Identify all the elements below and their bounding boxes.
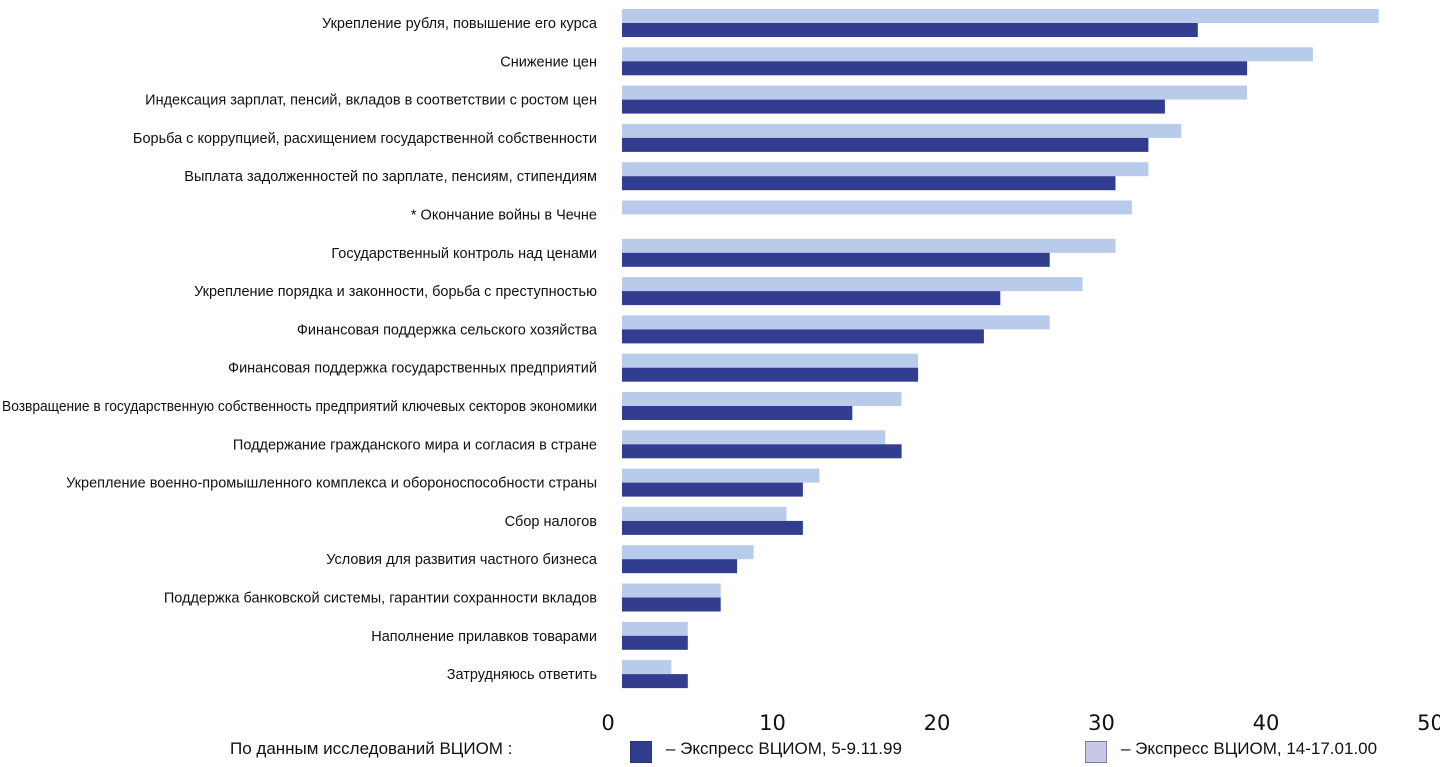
x-tick-label: 40 <box>1253 711 1280 735</box>
legend-swatch-jan-2000 <box>1085 741 1107 763</box>
category-label: Укрепление порядка и законности, борьба … <box>194 284 597 300</box>
category-label: Укрепление рубля, повышение его курса <box>322 16 598 32</box>
bar-nov-1999 <box>622 99 1165 114</box>
bar-nov-1999 <box>622 61 1248 76</box>
source-note: По данным исследований ВЦИОМ : <box>230 739 513 758</box>
category-label: Снижение цен <box>500 54 597 70</box>
category-label: Индексация зарплат, пенсий, вкладов в со… <box>145 93 597 109</box>
category-label: Поддержка банковской системы, гарантии с… <box>164 591 597 607</box>
bar-jan-2000 <box>622 47 1313 62</box>
bar-nov-1999 <box>622 291 1001 306</box>
category-label: Условия для развития частного бизнеса <box>326 552 598 568</box>
bar-nov-1999 <box>622 559 738 574</box>
bar-nov-1999 <box>622 520 803 535</box>
category-label: Сбор налогов <box>505 514 598 530</box>
bar-jan-2000 <box>622 621 688 636</box>
bar-nov-1999 <box>622 674 688 689</box>
bar-jan-2000 <box>622 123 1182 138</box>
x-tick-label: 30 <box>1088 711 1115 735</box>
bar-jan-2000 <box>622 238 1116 253</box>
category-label: Борьба с коррупцией, расхищением государ… <box>133 131 597 147</box>
bar-jan-2000 <box>622 315 1050 330</box>
bar-jan-2000 <box>622 9 1379 23</box>
legend: По данным исследований ВЦИОМ : – Экспрес… <box>0 735 1440 765</box>
category-label: Выплата задолженностей по зарплате, пенс… <box>184 169 597 185</box>
bar-nov-1999 <box>622 444 902 459</box>
bar-jan-2000 <box>622 545 754 560</box>
bar-jan-2000 <box>622 85 1248 100</box>
bar-nov-1999 <box>622 482 803 497</box>
bar-nov-1999 <box>622 137 1149 152</box>
x-tick-label: 50 <box>1417 711 1440 735</box>
bar-nov-1999 <box>622 367 919 382</box>
x-tick-label: 0 <box>601 711 614 735</box>
bar-nov-1999 <box>622 597 721 612</box>
bar-jan-2000 <box>622 392 902 406</box>
x-tick-label: 10 <box>759 711 786 735</box>
bar-jan-2000 <box>622 353 919 368</box>
category-label: Наполнение прилавков товарами <box>371 629 597 645</box>
bar-nov-1999 <box>622 635 688 650</box>
x-tick-label: 20 <box>924 711 951 735</box>
legend-swatch-nov-1999 <box>630 741 652 763</box>
bar-nov-1999 <box>622 329 984 344</box>
category-label: Укрепление военно-промышленного комплекс… <box>66 476 597 492</box>
bar-nov-1999 <box>622 252 1050 267</box>
bar-jan-2000 <box>622 430 886 445</box>
bar-nov-1999 <box>622 406 853 420</box>
bar-nov-1999 <box>622 23 1198 37</box>
bar-jan-2000 <box>622 277 1083 292</box>
bar-jan-2000 <box>622 506 787 521</box>
bar-jan-2000 <box>622 162 1149 177</box>
category-label: Финансовая поддержка сельского хозяйства <box>297 322 598 338</box>
category-label: Поддержание гражданского мира и согласия… <box>233 437 597 453</box>
bar-jan-2000 <box>622 583 721 598</box>
bar-jan-2000 <box>622 660 672 675</box>
category-label: Затрудняюсь ответить <box>447 667 597 683</box>
legend-label-jan-2000: – Экспресс ВЦИОМ, 14-17.01.00 <box>1121 739 1378 758</box>
bar-jan-2000 <box>622 200 1132 215</box>
category-label: Возвращение в государственную собственно… <box>2 399 597 415</box>
bar-nov-1999 <box>622 176 1116 191</box>
category-label: Государственный контроль над ценами <box>331 246 597 262</box>
category-label: Финансовая поддержка государственных пре… <box>228 361 597 377</box>
category-label: * Окончание войны в Чечне <box>411 208 597 224</box>
bar-jan-2000 <box>622 468 820 483</box>
legend-label-nov-1999: – Экспресс ВЦИОМ, 5-9.11.99 <box>666 739 902 758</box>
